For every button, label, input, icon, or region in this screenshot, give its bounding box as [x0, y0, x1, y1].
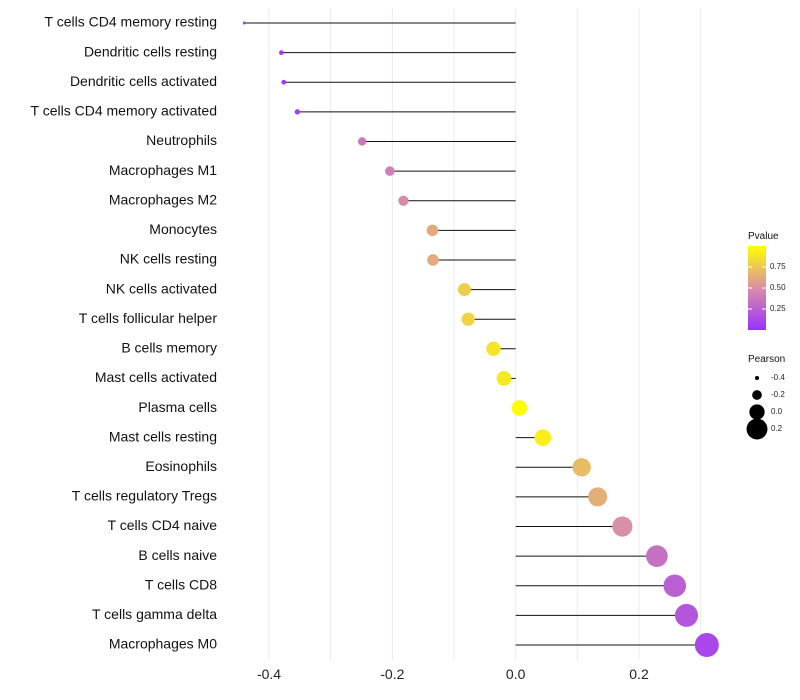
stems [244, 22, 707, 646]
data-point [242, 21, 246, 25]
category-labels: T cells CD4 memory resting Dendritic cell… [31, 14, 218, 652]
data-point [357, 137, 367, 146]
colorbar-tick-label: 0.75 [770, 262, 786, 271]
category-label: T cells follicular helper [79, 310, 218, 326]
data-point [278, 50, 284, 55]
data-point [694, 633, 719, 657]
category-label: T cells regulatory Tregs [72, 488, 217, 504]
data-point [663, 574, 687, 598]
data-point [385, 166, 395, 176]
x-tick-label: 0.0 [506, 666, 526, 682]
x-tick-label: -0.2 [380, 666, 404, 682]
data-point [612, 516, 633, 537]
data-point [534, 429, 552, 446]
pvalue-colorbar [748, 246, 766, 330]
data-point [427, 254, 439, 266]
data-point [486, 341, 501, 356]
category-label: B cells memory [121, 340, 217, 356]
data-point [457, 283, 471, 297]
category-label: T cells CD8 [145, 576, 217, 592]
pearson-legend: Pearson -0.4 -0.2 0.0 0.2 [746, 354, 785, 440]
category-label: Dendritic cells resting [84, 43, 217, 59]
size-key-dot [752, 390, 762, 400]
category-label: Mast cells activated [95, 369, 217, 385]
pearson-legend-title: Pearson [748, 354, 785, 365]
size-key-dot [754, 375, 760, 381]
category-label: T cells CD4 memory resting [45, 14, 217, 30]
data-point [496, 371, 512, 386]
x-tick-label: 0.2 [629, 666, 649, 682]
category-label: NK cells resting [120, 251, 217, 267]
category-label: Dendritic cells activated [70, 73, 217, 89]
data-point [646, 545, 668, 568]
category-label: Mast cells resting [109, 428, 217, 444]
category-label: Plasma cells [138, 399, 217, 415]
points [242, 21, 719, 657]
grid-lines [268, 8, 702, 660]
category-label: Macrophages M2 [109, 191, 217, 207]
category-label: T cells CD4 memory activated [31, 103, 217, 119]
data-point [511, 400, 528, 416]
colorbar-tick-label: 0.25 [770, 304, 786, 313]
category-label: Monocytes [149, 221, 217, 237]
size-key-dot [746, 418, 768, 440]
category-label: T cells gamma delta [92, 606, 217, 622]
colorbar-tick-label: 0.50 [770, 283, 786, 292]
category-label: T cells CD4 naive [108, 517, 218, 533]
data-point [398, 195, 409, 206]
x-axis-ticks: -0.4 -0.2 0.0 0.2 [257, 666, 649, 682]
size-key-label: -0.2 [771, 390, 785, 399]
category-label: Neutrophils [146, 132, 217, 148]
pvalue-legend: Pvalue 0.25 0.50 0.75 [748, 231, 786, 330]
data-point [426, 224, 439, 237]
data-point [572, 458, 591, 477]
data-point [588, 487, 608, 507]
size-key-dot [749, 404, 765, 420]
pvalue-legend-title: Pvalue [748, 231, 779, 242]
data-point [674, 603, 699, 627]
category-label: B cells naive [138, 547, 217, 563]
category-label: Eosinophils [145, 458, 217, 474]
x-tick-label: -0.4 [257, 666, 281, 682]
category-label: NK cells activated [106, 280, 217, 296]
size-key-label: 0.2 [771, 424, 783, 433]
size-key-label: 0.0 [771, 407, 783, 416]
data-point [461, 312, 475, 326]
category-label: Macrophages M0 [109, 636, 217, 652]
data-point [294, 109, 301, 115]
size-key-label: -0.4 [771, 373, 785, 382]
category-label: Macrophages M1 [109, 162, 217, 178]
data-point [281, 79, 287, 85]
